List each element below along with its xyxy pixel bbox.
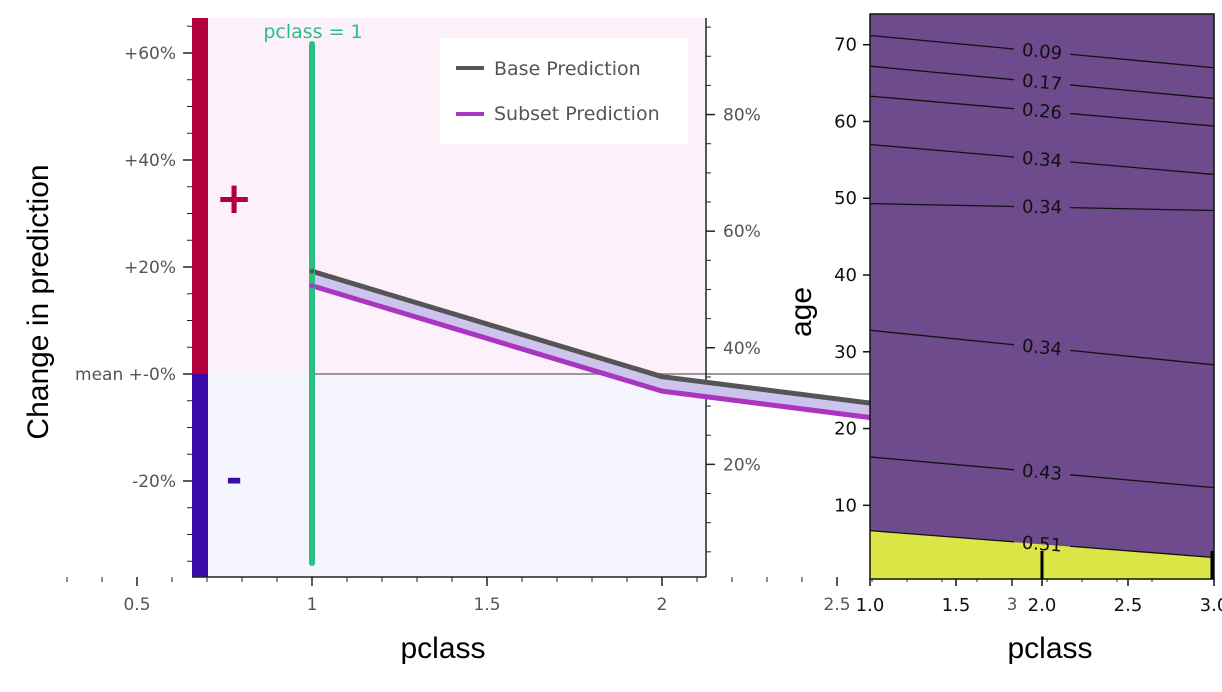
contour-line bbox=[1069, 349, 1215, 366]
contour-lines: 0.090.170.260.340.340.340.430.51 bbox=[869, 34, 1215, 559]
x-tick-label: 2.5 bbox=[823, 595, 850, 615]
contour-chart: 0.090.170.260.340.340.340.430.51 1.0 1.5 2… bbox=[785, 13, 1222, 665]
contour-line bbox=[869, 143, 1015, 158]
contour-label: 0.26 bbox=[1021, 99, 1063, 123]
contour-y-tick-label: 30 bbox=[834, 342, 857, 363]
x-tick-label: 1 bbox=[307, 595, 318, 615]
contour-label: 0.43 bbox=[1021, 461, 1063, 485]
subset-prediction-point bbox=[309, 283, 315, 289]
y-tick-label: mean +-0% bbox=[75, 365, 176, 385]
y-tick-label: +20% bbox=[124, 258, 176, 278]
pdp-axes: -20% mean +-0% +20% +40% +60% 20% 40% 60% 80% 0.5… bbox=[66, 18, 1153, 615]
legend-label-base: Base Prediction bbox=[494, 58, 641, 80]
contour-y-tick-label: 40 bbox=[834, 265, 857, 286]
x-tick-label: 0.5 bbox=[123, 595, 150, 615]
contour-line bbox=[869, 456, 1015, 471]
y2-tick-label: 60% bbox=[723, 222, 761, 242]
contour-x-tick-label: 1.0 bbox=[856, 595, 885, 616]
contour-label: 0.34 bbox=[1021, 336, 1063, 361]
x-tick-label: 1.5 bbox=[473, 595, 500, 615]
contour-axes: 1.0 1.5 2.0 2.5 3.0 10 20 30 40 50 60 70 bbox=[834, 13, 1222, 616]
contour-y-tick-label: 20 bbox=[834, 419, 857, 440]
base-prediction-point bbox=[309, 268, 315, 274]
base-prediction-point bbox=[659, 374, 665, 380]
y2-tick-label: 80% bbox=[723, 106, 761, 126]
contour-label: 0.34 bbox=[1022, 197, 1062, 219]
negative-bar bbox=[192, 374, 208, 577]
y2-tick-label: 20% bbox=[723, 455, 761, 475]
positive-bar bbox=[192, 18, 208, 374]
contour-x-tick-label: 3.0 bbox=[1200, 595, 1222, 616]
contour-y-tick-label: 50 bbox=[834, 188, 857, 209]
contour-line bbox=[1069, 161, 1215, 176]
positive-symbol: + bbox=[216, 173, 253, 224]
subset-prediction-point bbox=[659, 388, 665, 394]
contour-label: 0.34 bbox=[1021, 148, 1063, 172]
contour-x-tick-label: 1.5 bbox=[942, 595, 971, 616]
y-tick-label: -20% bbox=[132, 472, 176, 492]
contour-line bbox=[1069, 84, 1215, 100]
contour-line bbox=[1069, 112, 1215, 127]
contour-y-tick-label: 60 bbox=[834, 111, 857, 132]
y-tick-label: +60% bbox=[124, 44, 176, 64]
contour-x-tick-label: 2.5 bbox=[1114, 595, 1143, 616]
contour-line bbox=[1069, 474, 1215, 489]
legend-label-subset: Subset Prediction bbox=[494, 103, 660, 125]
x-tick-label: 2 bbox=[657, 595, 668, 615]
contour-line bbox=[869, 529, 1015, 543]
contour-line bbox=[1069, 53, 1215, 69]
x-tick-label: 3 bbox=[1007, 595, 1018, 615]
contour-line bbox=[869, 65, 1015, 81]
contour-line bbox=[1069, 545, 1215, 559]
contour-line bbox=[869, 95, 1015, 110]
selection-label: pclass = 1 bbox=[263, 21, 362, 43]
negative-region-background bbox=[192, 374, 706, 577]
contour-y-tick-label: 10 bbox=[834, 495, 857, 516]
y-axis-title: Change in prediction bbox=[22, 164, 55, 439]
legend-box bbox=[438, 36, 690, 146]
pdp-chart: + - -20% mean +-0% +20% +40% +60% 20% 40% 60% 80… bbox=[22, 18, 1153, 665]
contour-label: 0.09 bbox=[1021, 40, 1063, 65]
y2-tick-label: 40% bbox=[723, 339, 761, 359]
legend: Base Prediction Subset Prediction bbox=[438, 36, 690, 146]
contour-bands bbox=[869, 13, 1215, 580]
contour-x-axis-title: pclass bbox=[1007, 632, 1092, 665]
contour-line bbox=[1069, 206, 1215, 212]
contour-y-tick-label: 70 bbox=[834, 35, 857, 56]
y-tick-label: +40% bbox=[124, 151, 176, 171]
negative-symbol: - bbox=[226, 456, 243, 502]
contour-label: 0.17 bbox=[1021, 70, 1063, 95]
contour-line bbox=[869, 34, 1015, 50]
contour-line bbox=[869, 329, 1015, 346]
contour-x-tick-label: 2.0 bbox=[1028, 595, 1057, 616]
x-axis-title: pclass bbox=[400, 632, 485, 665]
contour-line bbox=[869, 202, 1015, 208]
contour-y-axis-title: age bbox=[785, 287, 818, 337]
